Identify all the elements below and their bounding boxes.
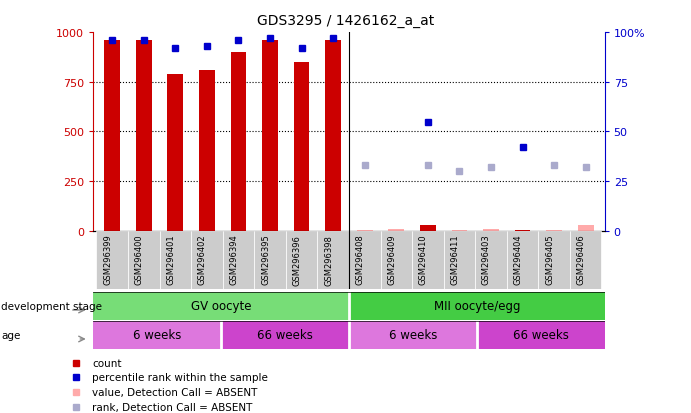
- Bar: [477, 321, 605, 349]
- Text: 6 weeks: 6 weeks: [133, 328, 182, 342]
- Bar: [93, 292, 349, 320]
- Bar: [349, 292, 605, 320]
- Bar: [325, 41, 341, 231]
- Bar: [254, 231, 286, 289]
- Text: GSM296409: GSM296409: [387, 234, 397, 285]
- Bar: [136, 41, 152, 231]
- Text: 66 weeks: 66 weeks: [257, 328, 313, 342]
- Bar: [483, 230, 499, 231]
- Bar: [221, 321, 349, 349]
- Text: 66 weeks: 66 weeks: [513, 328, 569, 342]
- Text: GV oocyte: GV oocyte: [191, 299, 252, 313]
- Text: GSM296398: GSM296398: [324, 234, 333, 285]
- Text: GSM296400: GSM296400: [135, 234, 144, 285]
- Text: MII oocyte/egg: MII oocyte/egg: [433, 299, 520, 313]
- Text: GSM296405: GSM296405: [545, 234, 554, 285]
- Text: GDS3295 / 1426162_a_at: GDS3295 / 1426162_a_at: [257, 14, 434, 28]
- Bar: [262, 41, 278, 231]
- Bar: [167, 75, 183, 231]
- Bar: [507, 231, 538, 289]
- Text: GSM296399: GSM296399: [103, 234, 112, 285]
- Bar: [388, 230, 404, 231]
- Text: GSM296406: GSM296406: [577, 234, 586, 285]
- Bar: [231, 53, 247, 231]
- Text: GSM296396: GSM296396: [292, 234, 301, 285]
- Text: GSM296402: GSM296402: [198, 234, 207, 285]
- Text: rank, Detection Call = ABSENT: rank, Detection Call = ABSENT: [92, 402, 253, 412]
- Text: GSM296401: GSM296401: [167, 234, 176, 285]
- Bar: [546, 230, 562, 231]
- Bar: [451, 230, 467, 231]
- Text: count: count: [92, 358, 122, 368]
- Bar: [349, 231, 381, 289]
- Text: GSM296411: GSM296411: [451, 234, 460, 285]
- Text: age: age: [1, 330, 21, 340]
- Text: value, Detection Call = ABSENT: value, Detection Call = ABSENT: [92, 387, 258, 397]
- Bar: [160, 231, 191, 289]
- Bar: [444, 231, 475, 289]
- Bar: [349, 321, 477, 349]
- Text: GSM296403: GSM296403: [482, 234, 491, 285]
- Text: GSM296404: GSM296404: [513, 234, 522, 285]
- Bar: [294, 63, 310, 231]
- Text: 6 weeks: 6 weeks: [388, 328, 437, 342]
- Bar: [128, 231, 160, 289]
- Bar: [412, 231, 444, 289]
- Text: GSM296394: GSM296394: [229, 234, 238, 285]
- Bar: [570, 231, 601, 289]
- Bar: [578, 225, 594, 231]
- Bar: [104, 41, 120, 231]
- Text: GSM296410: GSM296410: [419, 234, 428, 285]
- Text: development stage: development stage: [1, 301, 102, 311]
- Bar: [357, 230, 372, 231]
- Bar: [381, 231, 412, 289]
- Bar: [93, 321, 221, 349]
- Text: percentile rank within the sample: percentile rank within the sample: [92, 373, 268, 382]
- Bar: [317, 231, 349, 289]
- Bar: [515, 230, 531, 231]
- Bar: [286, 231, 317, 289]
- Bar: [223, 231, 254, 289]
- Bar: [97, 231, 128, 289]
- Text: GSM296408: GSM296408: [356, 234, 365, 285]
- Text: GSM296395: GSM296395: [261, 234, 270, 285]
- Bar: [199, 71, 215, 231]
- Bar: [191, 231, 223, 289]
- Bar: [420, 225, 436, 231]
- Bar: [538, 231, 570, 289]
- Bar: [475, 231, 507, 289]
